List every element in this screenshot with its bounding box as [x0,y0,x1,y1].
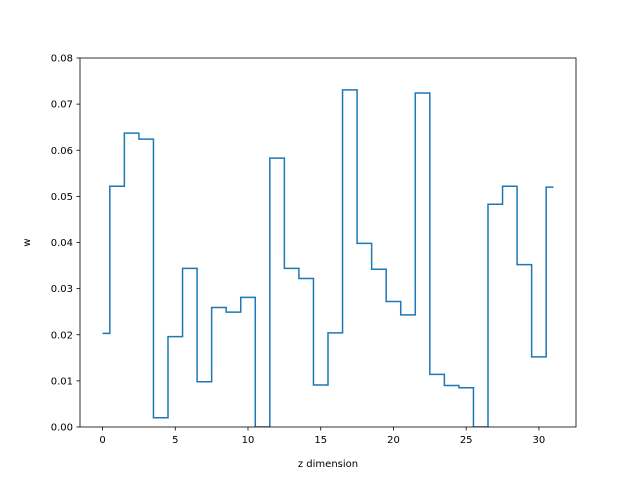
x-tick-label: 20 [387,435,400,446]
y-tick-label: 0.01 [51,376,73,387]
y-axis-label: w [22,238,33,246]
y-tick-label: 0.00 [51,423,73,434]
y-tick-label: 0.02 [51,330,73,341]
x-tick-label: 10 [242,435,255,446]
x-tick-label: 25 [460,435,473,446]
x-tick-label: 15 [314,435,327,446]
x-tick-label: 0 [99,435,105,446]
plot-area [102,89,554,427]
series-step-line [102,89,554,427]
x-axis-label: z dimension [298,459,358,470]
x-tick-label: 30 [533,435,546,446]
x-axis-ticks: 0 5 10 15 20 25 30 [99,427,545,446]
y-axis-ticks: 0.00 0.01 0.02 0.03 0.04 0.05 0.06 0.07 0.08 [51,54,80,434]
y-tick-label: 0.03 [51,284,73,295]
y-tick-label: 0.08 [51,54,73,65]
y-tick-label: 0.04 [51,238,73,249]
x-tick-label: 5 [172,435,178,446]
y-tick-label: 0.05 [51,192,73,203]
y-tick-label: 0.07 [51,100,73,111]
y-tick-label: 0.06 [51,146,73,157]
